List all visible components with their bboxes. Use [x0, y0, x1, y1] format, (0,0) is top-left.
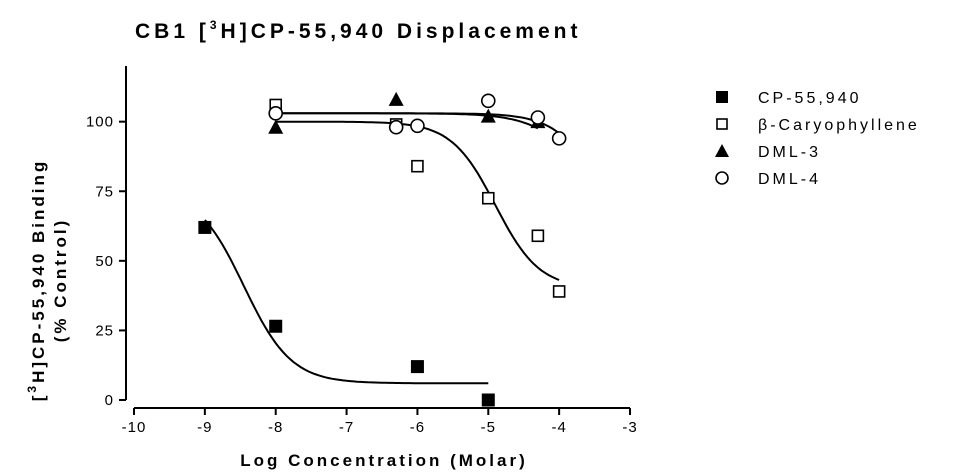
x-tick-label: -7 — [339, 419, 354, 436]
fit-curves — [204, 112, 560, 385]
data-point — [551, 131, 567, 146]
x-tick-label: -3 — [622, 419, 637, 436]
data-point — [480, 93, 496, 109]
data-point — [268, 106, 284, 121]
legend-label: β-Caryophyllene — [758, 117, 920, 134]
legend-marker — [716, 118, 728, 130]
data-point — [531, 229, 545, 243]
x-axis-title: Log Concentration (Molar) — [240, 451, 527, 470]
data-point — [552, 285, 566, 298]
y-axis-label-line1: [3H]CP-55,940 Binding — [25, 159, 48, 402]
legend-marker — [715, 171, 729, 185]
y-tick-label: 0 — [105, 392, 114, 409]
data-point — [481, 393, 495, 407]
x-tick-label: -4 — [551, 419, 566, 436]
y-tick-label: 75 — [95, 183, 114, 200]
y-axis-title: [3H]CP-55,940 Binding (% Control) — [25, 159, 70, 402]
data-point — [410, 360, 424, 374]
legend-marker — [716, 91, 728, 103]
legend-label: DML-3 — [758, 144, 821, 161]
data-point — [269, 319, 283, 333]
fit-curve — [275, 120, 560, 281]
data-point — [530, 110, 546, 125]
data-point — [410, 118, 425, 134]
data-point — [388, 119, 404, 135]
legend-label: CP-55,940 — [758, 90, 862, 107]
y-tick-label: 50 — [95, 253, 114, 270]
axes: 0 25 50 75 100 -10 -9 -8 -7 -6 -5 -4 -3 — [86, 66, 637, 436]
x-tick-label: -6 — [410, 419, 425, 436]
x-tick-label: -8 — [268, 419, 283, 436]
chart-title: CB1 [3H]CP-55,940 Displacement — [135, 18, 581, 43]
data-point — [388, 91, 404, 106]
data-points — [198, 91, 567, 407]
x-tick-label: -5 — [481, 419, 496, 436]
y-tick-label: 100 — [86, 114, 114, 131]
fit-curve — [204, 219, 489, 385]
data-point — [268, 119, 284, 134]
data-point — [480, 108, 496, 123]
data-point — [198, 220, 212, 234]
legend: CP-55,940 β-Caryophyllene DML-3 DML-4 — [715, 90, 920, 188]
data-point — [481, 191, 495, 205]
x-tick-label: -10 — [122, 419, 147, 436]
data-point — [411, 159, 424, 173]
y-tick-label: 25 — [95, 322, 114, 339]
fit-curve — [275, 112, 560, 135]
legend-label: DML-4 — [758, 171, 821, 188]
y-axis-label-line2: (% Control) — [51, 218, 70, 343]
x-tick-label: -9 — [197, 419, 212, 436]
legend-marker — [715, 144, 729, 157]
